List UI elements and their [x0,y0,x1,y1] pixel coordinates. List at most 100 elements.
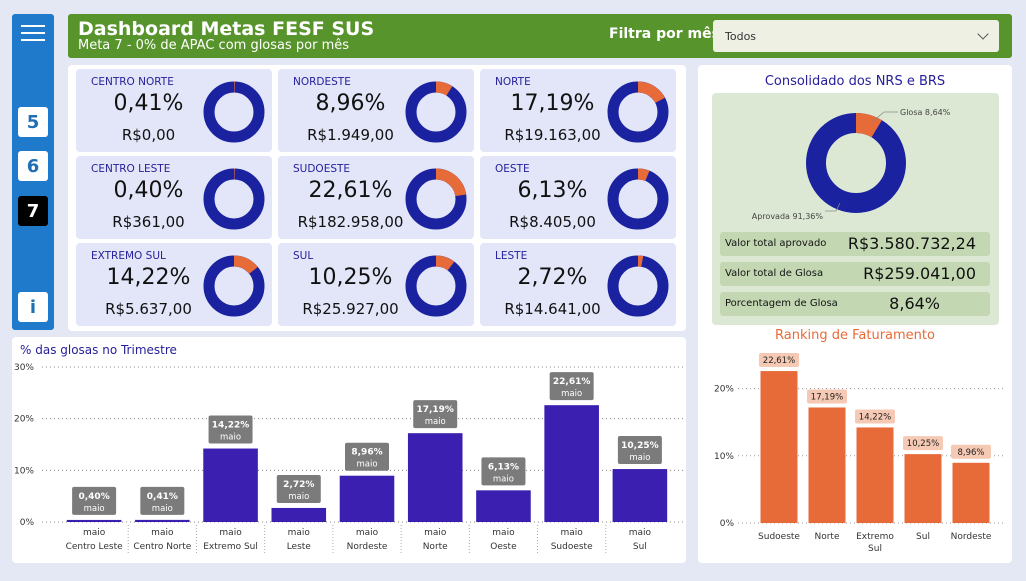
region-card[interactable]: EXTREMO SUL 14,22% R$5.637,00 [76,243,272,326]
glosa-bar[interactable] [476,490,531,522]
y-tick-label: 30% [14,363,34,373]
porcentagem-glosa-row: Porcentagem de Glosa 8,64% [720,292,990,316]
x-category-label: Centro Leste [66,542,124,552]
region-name: NORTE [495,76,531,88]
region-glosa-pct: 6,13% [517,178,588,203]
valor-glosa-row: Valor total de Glosa R$259.041,00 [720,262,990,286]
region-donut-glosa-arc [203,255,265,317]
region-donut-chart [203,255,265,317]
region-donut-chart [203,81,265,143]
region-glosa-value: R$361,00 [112,213,185,231]
region-card[interactable]: SUDOESTE 22,61% R$182.958,00 [278,156,474,239]
y-tick-label: 20% [714,385,734,395]
consolidado-donut-chart: Glosa 8,64% Aprovada 91,36% [752,108,951,221]
ranking-bar[interactable] [856,427,894,523]
region-name: SUDOESTE [293,163,351,175]
region-glosa-pct: 8,96% [315,91,386,116]
x-category-label: Oeste [490,542,517,552]
glosas-chart-title: % das glosas no Trimestre [20,343,177,357]
glosa-leader-line [871,111,898,123]
region-glosa-value: R$1.949,00 [307,126,394,144]
region-card[interactable]: CENTRO NORTE 0,41% R$0,00 [76,69,272,152]
region-card[interactable]: CENTRO LESTE 0,40% R$361,00 [76,156,272,239]
x-sublabel: maio [288,528,311,538]
aprovada-donut-label: Aprovada 91,36% [752,212,824,221]
region-card[interactable]: OESTE 6,13% R$8.405,00 [480,156,676,239]
glosa-bar[interactable] [135,519,190,522]
ranking-bar[interactable] [904,454,942,523]
region-card[interactable]: NORTE 17,19% R$19.163,00 [480,69,676,152]
region-donut-approved-arc [405,255,467,317]
month-filter-value: Todos [725,30,757,43]
region-donut-chart [607,168,669,230]
hamburger-menu-icon[interactable] [21,24,45,44]
region-donut-approved-arc [203,81,265,143]
ranking-label-box [903,436,943,451]
glosa-bar[interactable] [544,405,599,522]
bar-data-sublabel: maio [288,492,309,502]
region-card[interactable]: NORDESTE 8,96% R$1.949,00 [278,69,474,152]
ranking-bar-chart: 0% 10% 20% 22,61% Sudoeste 17,19% Norte 14,22% E… [714,353,1004,554]
glosa-bar[interactable] [612,469,668,522]
page-7-button[interactable]: 7 [18,196,48,226]
region-glosa-value: R$25.927,00 [302,300,399,318]
region-name: LESTE [495,250,528,262]
region-glosa-pct: 10,25% [308,265,393,290]
data-label-box [481,457,526,486]
bar-data-label: 6,13% [488,462,519,472]
valor-aprovado-label: Valor total aprovado [725,238,827,249]
glosa-bar[interactable] [339,475,395,522]
bar-data-sublabel: maio [356,460,377,470]
glosa-bar[interactable] [66,519,122,522]
bar-data-label: 0,40% [78,492,109,502]
ranking-data-label: 22,61% [763,356,795,366]
consolidado-panel: Consolidado dos NRS e BRS Glosa 8,64% Apr… [698,65,1012,563]
ranking-bar[interactable] [952,462,990,523]
x-sublabel: maio [424,528,447,538]
x-sublabel: maio [83,528,106,538]
sidebar: 5 6 7 i [12,14,54,330]
info-button[interactable]: i [18,292,48,322]
y-tick-label: 10% [714,452,734,462]
ranking-title: Ranking de Faturamento [775,328,935,343]
bar-data-label: 2,72% [283,480,314,490]
glosa-donut-label: Glosa 8,64% [900,108,951,117]
ranking-bar[interactable] [808,407,846,523]
region-kpi-panel: CENTRO NORTE 0,41% R$0,00 NORDESTE 8,96% R$1.… [68,65,686,331]
region-donut-chart [405,255,467,317]
x-category-label: Norte [423,542,448,552]
bar-data-sublabel: maio [220,433,241,443]
y-tick-label: 10% [14,466,34,476]
consolidado-donut-glosa-arc [806,113,906,213]
x-sublabel: maio [151,528,174,538]
bar-data-label: 22,61% [553,377,591,387]
consolidado-donut-approved-arc [806,113,906,213]
region-name: CENTRO NORTE [91,76,174,88]
region-donut-approved-arc [607,255,669,317]
aprovada-leader-line [825,202,841,212]
ranking-bar[interactable] [760,371,798,523]
x-category-label: Sul [633,542,647,552]
glosa-bar[interactable] [407,433,463,522]
region-card[interactable]: SUL 10,25% R$25.927,00 [278,243,474,326]
region-glosa-value: R$19.163,00 [504,126,601,144]
ranking-label-box [951,444,991,459]
bar-data-label: 14,22% [212,421,250,431]
header: Dashboard Metas FESF SUS Meta 7 - 0% de … [68,14,1012,58]
ranking-category-label: Sul [868,544,882,554]
glosa-bar[interactable] [203,448,258,522]
page-6-button[interactable]: 6 [18,151,48,181]
ranking-category-label: Sudoeste [758,532,800,542]
region-donut-glosa-arc [203,81,265,143]
valor-glosa-label: Valor total de Glosa [725,268,824,279]
y-tick-label: 0% [720,519,735,529]
page-5-button[interactable]: 5 [18,107,48,137]
region-glosa-pct: 14,22% [106,265,191,290]
region-card[interactable]: LESTE 2,72% R$14.641,00 [480,243,676,326]
glosa-bar[interactable] [271,507,327,522]
glosas-trimestre-panel: % das glosas no Trimestre 0% 10% 20% 30% 0,4… [12,337,686,563]
bar-data-sublabel: maio [84,504,105,514]
month-filter-dropdown[interactable]: Todos [713,20,999,52]
x-category-label: Leste [287,542,312,552]
x-sublabel: maio [219,528,242,538]
